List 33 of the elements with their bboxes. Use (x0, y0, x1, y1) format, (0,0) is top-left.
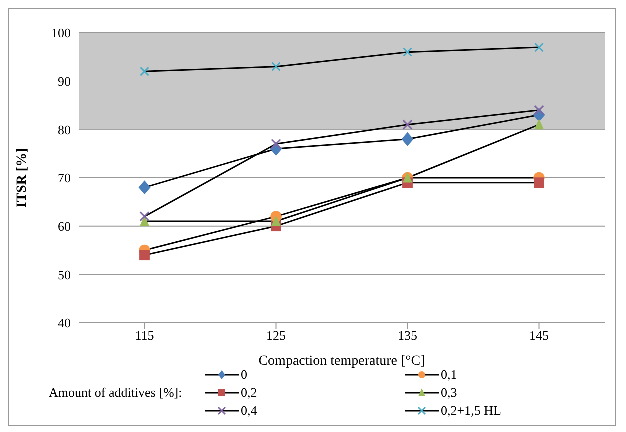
point (534, 105, 544, 116)
legend-title: Amount of additives [%]: (48, 385, 184, 401)
point (534, 42, 544, 52)
point (140, 66, 150, 76)
y-tick-label: 70 (58, 170, 71, 186)
legend-label: 0,4 (241, 403, 258, 419)
x-tick-label: 125 (266, 328, 286, 344)
point (138, 180, 151, 195)
y-tick-label: 80 (58, 122, 71, 138)
point (140, 212, 150, 222)
x-tick-label: 115 (135, 328, 154, 344)
legend-label: 0,1 (441, 367, 458, 383)
x-tick-label: 135 (398, 328, 418, 344)
point (140, 250, 150, 261)
y-tick-label: 40 (58, 316, 71, 331)
point (534, 119, 544, 130)
y-axis-title: ITSR [%] (14, 148, 30, 208)
point (403, 48, 412, 58)
point (402, 120, 413, 130)
legend-label: 0 (241, 367, 248, 383)
y-tick-label: 50 (58, 267, 71, 282)
x-axis-title: Compaction temperature [°C] (258, 354, 426, 369)
legend-label: 0,2+1,5 HL (441, 403, 502, 419)
point (402, 132, 414, 146)
legend-label: 0,2 (241, 385, 258, 401)
point (272, 62, 281, 72)
x-tick-label: 145 (530, 328, 549, 344)
legend-label: 0,3 (441, 385, 458, 401)
point (271, 216, 282, 226)
y-tick-label: 90 (58, 74, 71, 89)
y-tick-label: 60 (58, 218, 71, 234)
y-tick-label: 100 (52, 26, 71, 41)
point (534, 178, 544, 188)
